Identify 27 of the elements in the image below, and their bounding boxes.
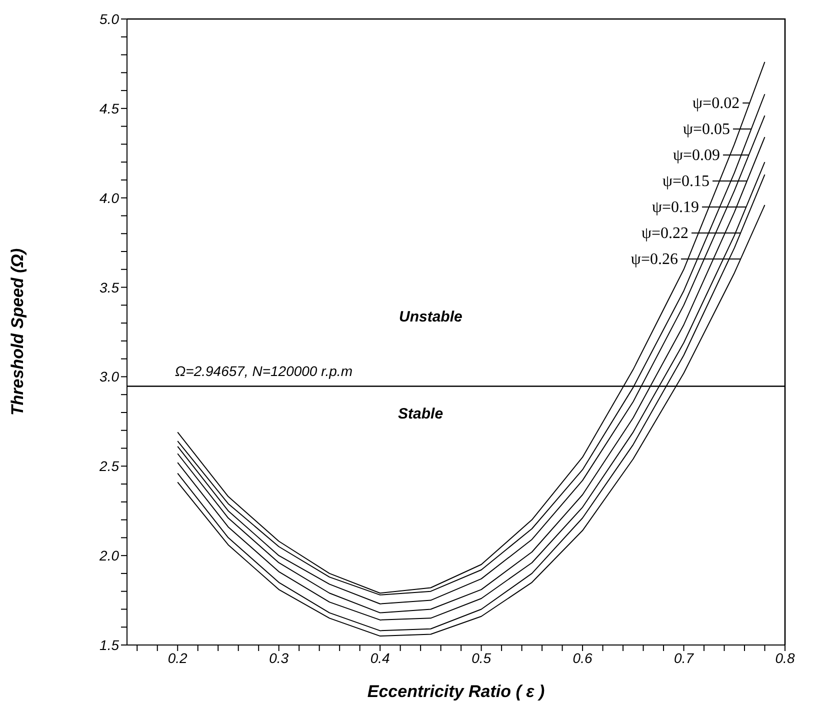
y-tick-label: 4.0 (100, 190, 120, 206)
annotation: Stable (398, 405, 444, 422)
x-tick-label: 0.6 (572, 650, 592, 666)
x-axis-title: Eccentricity Ratio ( ε ) (367, 682, 545, 701)
y-tick-label: 5.0 (100, 10, 120, 27)
x-tick-label: 0.8 (775, 650, 795, 666)
y-tick-label: 3.0 (100, 368, 120, 385)
y-tick-label: 2.0 (98, 548, 120, 564)
legend-label: ψ=0.15 (662, 173, 710, 190)
y-tick-label: 3.5 (100, 279, 120, 296)
legend-label: ψ=0.22 (641, 225, 688, 242)
legend-label: ψ=0.26 (630, 251, 678, 268)
annotation: Unstable (399, 308, 462, 326)
x-tick-label: 0.7 (674, 650, 695, 666)
legend-label: ψ=0.09 (672, 147, 720, 164)
legend-label: ψ=0.02 (692, 95, 740, 112)
y-tick-label: 1.5 (100, 636, 120, 653)
x-tick-label: 0.3 (269, 650, 289, 666)
y-axis-title: Threshold Speed (Ω) (8, 248, 28, 416)
ref-line-label: Ω=2.94657, N=120000 r.p.m (175, 363, 353, 380)
y-tick-label: 4.5 (100, 100, 120, 116)
x-tick-label: 0.5 (472, 650, 492, 666)
legend-label: ψ=0.19 (652, 199, 699, 216)
x-tick-label: 0.4 (370, 650, 390, 666)
x-tick-label: 0.2 (168, 650, 188, 666)
y-tick-label: 2.5 (98, 458, 120, 474)
legend-label: ψ=0.05 (682, 121, 730, 138)
